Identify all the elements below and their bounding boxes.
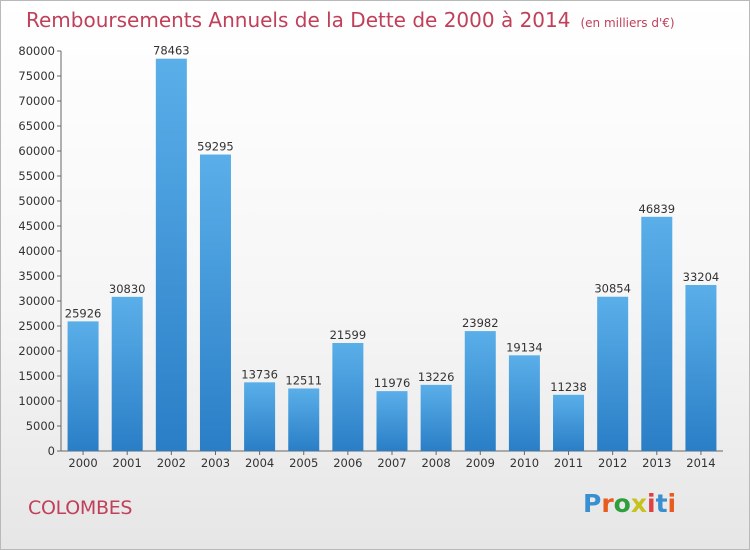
- y-tick-label: 65000: [18, 119, 55, 133]
- bar-value-label: 12511: [285, 373, 322, 387]
- bar: [67, 321, 99, 451]
- proxiti-logo: Proxiti: [583, 489, 676, 518]
- logo-letter: t: [655, 489, 668, 518]
- y-tick-label: 10000: [18, 394, 55, 408]
- x-tick-label: 2008: [421, 456, 450, 470]
- bar-value-label: 30854: [594, 282, 631, 296]
- x-tick-label: 2002: [157, 456, 186, 470]
- bar-chart: 0 5000 10000 15000 20000 25000 30000 35000 40000…: [18, 44, 723, 470]
- logo-letter: o: [613, 489, 631, 518]
- x-tick-label: 2007: [377, 456, 406, 470]
- y-tick-label: 70000: [18, 94, 55, 108]
- bar: [244, 382, 276, 451]
- logo-letter: x: [630, 489, 647, 518]
- y-tick-label: 35000: [18, 269, 55, 283]
- y-tick-label: 5000: [26, 419, 55, 433]
- bar: [288, 388, 320, 451]
- y-tick-label: 45000: [18, 219, 55, 233]
- bar-value-label: 33204: [683, 270, 720, 284]
- bar-value-label: 46839: [639, 202, 676, 216]
- x-tick-label: 2012: [598, 456, 627, 470]
- x-tick-label: 2013: [642, 456, 671, 470]
- city-name: COLOMBES: [28, 497, 133, 519]
- logo-letter: i: [647, 489, 656, 518]
- bar-value-label: 78463: [153, 44, 190, 58]
- y-tick-label: 25000: [18, 319, 55, 333]
- x-tick-label: 2009: [466, 456, 495, 470]
- bar-value-label: 13226: [418, 370, 455, 384]
- bar-value-label: 30830: [109, 282, 146, 296]
- x-tick-label: 2000: [68, 456, 97, 470]
- x-tick-label: 2001: [113, 456, 142, 470]
- bar-value-label: 19134: [506, 340, 543, 354]
- x-tick-label: 2003: [201, 456, 230, 470]
- bar: [420, 384, 452, 451]
- x-tick-label: 2004: [245, 456, 274, 470]
- x-tick-label: 2006: [333, 456, 362, 470]
- bar-value-label: 11238: [550, 380, 587, 394]
- y-tick-label: 40000: [18, 244, 55, 258]
- bar: [155, 58, 187, 452]
- logo-letter: i: [667, 489, 677, 518]
- logo-letter: P: [583, 489, 602, 518]
- y-tick-label: 15000: [18, 369, 55, 383]
- y-tick-label: 20000: [18, 344, 55, 358]
- x-tick-label: 2005: [289, 456, 318, 470]
- bar-value-label: 23982: [462, 316, 499, 330]
- bar: [508, 355, 540, 451]
- bar: [332, 343, 364, 451]
- bar: [464, 331, 496, 451]
- x-tick-label: 2011: [554, 456, 583, 470]
- y-tick-label: 0: [48, 444, 55, 458]
- chart-title: Remboursements Annuels de la Dette de 20…: [26, 8, 675, 32]
- chart-title-text: Remboursements Annuels de la Dette de 20…: [26, 8, 571, 32]
- bar: [597, 296, 629, 451]
- chart-subtitle: (en milliers d'€): [580, 16, 675, 30]
- bar: [553, 394, 585, 451]
- y-tick-label: 55000: [18, 169, 55, 183]
- bar: [199, 154, 231, 451]
- bar-value-label: 25926: [65, 306, 102, 320]
- bar-value-label: 11976: [374, 376, 411, 390]
- y-tick-label: 60000: [18, 144, 55, 158]
- y-tick-label: 75000: [18, 69, 55, 83]
- y-tick-label: 80000: [18, 44, 55, 58]
- bar-value-label: 59295: [197, 140, 234, 154]
- bar-value-label: 21599: [330, 328, 367, 342]
- bar-value-label: 13736: [241, 367, 278, 381]
- x-tick-label: 2014: [686, 456, 715, 470]
- bar: [111, 296, 143, 451]
- bar: [685, 284, 717, 451]
- y-tick-label: 30000: [18, 294, 55, 308]
- bar: [376, 391, 408, 451]
- logo-letter: r: [601, 489, 614, 518]
- x-tick-label: 2010: [510, 456, 539, 470]
- y-tick-label: 50000: [18, 194, 55, 208]
- bar: [641, 216, 673, 451]
